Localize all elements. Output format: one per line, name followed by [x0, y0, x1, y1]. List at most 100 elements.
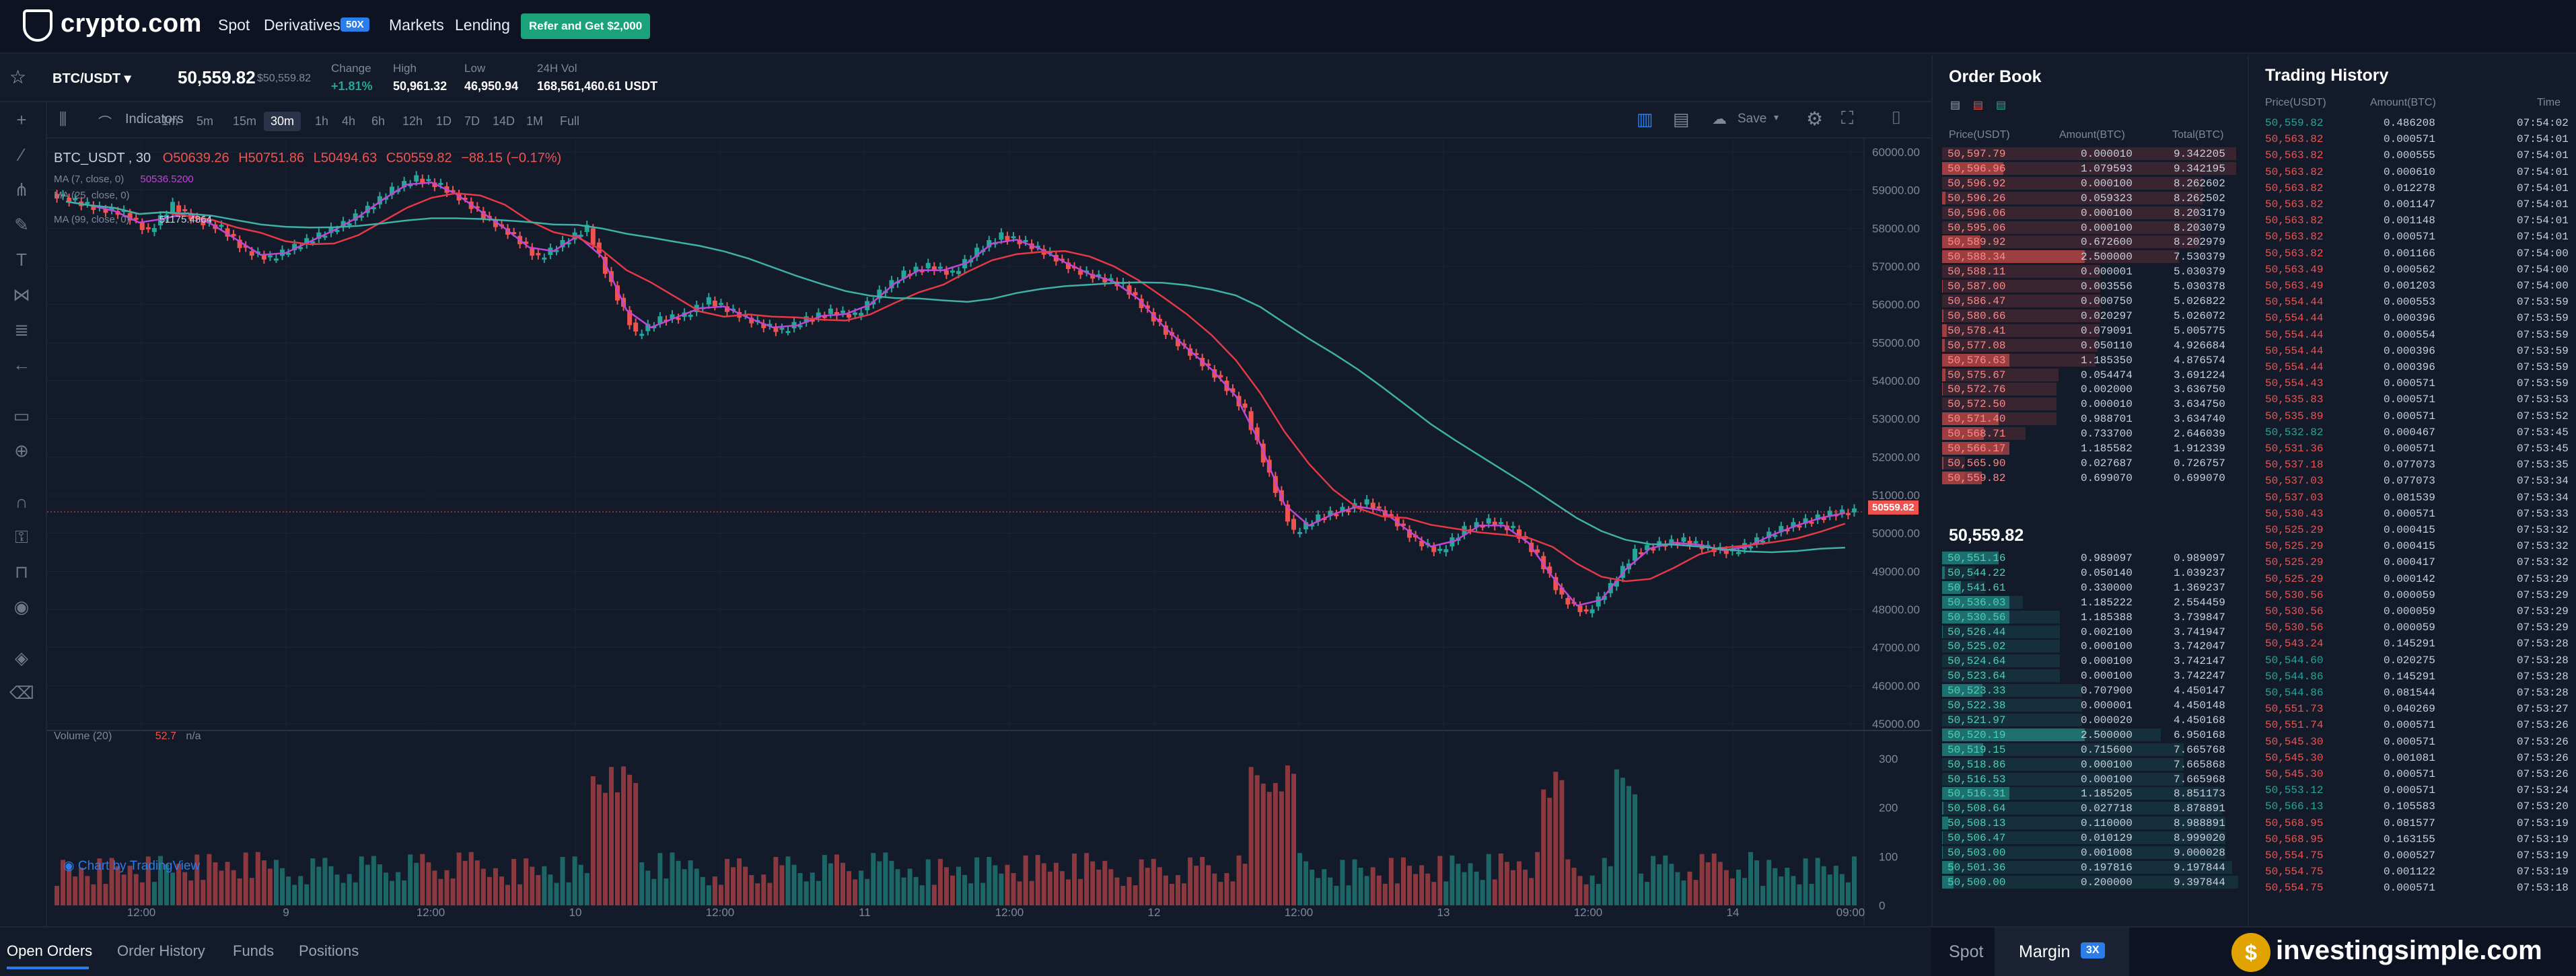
- timeframe-full[interactable]: Full: [560, 114, 580, 128]
- ask-row[interactable]: 50,596.92 0.000100 8.262602: [1933, 176, 2249, 191]
- refer-button[interactable]: Refer and Get $2,000: [521, 13, 651, 39]
- indicators-button[interactable]: Indicators: [125, 112, 184, 126]
- bid-row[interactable]: 50,523.64 0.000100 3.742247: [1933, 669, 2249, 683]
- camera-icon[interactable]: ⌷: [1891, 108, 1902, 128]
- timeframe-6h[interactable]: 6h: [371, 114, 386, 128]
- bid-row[interactable]: 50,536.03 1.185222 2.554459: [1933, 595, 2249, 610]
- ask-row[interactable]: 50,572.50 0.000010 3.634750: [1933, 397, 2249, 412]
- bid-row[interactable]: 50,506.47 0.010129 8.999020: [1933, 831, 2249, 846]
- ask-row[interactable]: 50,575.67 0.054474 3.691224: [1933, 368, 2249, 383]
- ask-row[interactable]: 50,578.41 0.079091 5.005775: [1933, 324, 2249, 338]
- ask-row[interactable]: 50,596.06 0.000100 8.203179: [1933, 206, 2249, 221]
- tab-funds[interactable]: Funds: [233, 942, 275, 959]
- timeframe-15m[interactable]: 15m: [233, 114, 257, 128]
- bid-row[interactable]: 50,518.86 0.000100 7.665868: [1933, 757, 2249, 772]
- nav-derivatives[interactable]: Derivatives: [264, 16, 341, 34]
- ask-row[interactable]: 50,586.47 0.000750 5.026822: [1933, 294, 2249, 309]
- timeframe-1m[interactable]: 1M: [526, 114, 544, 128]
- bid-row[interactable]: 50,516.53 0.000100 7.665968: [1933, 772, 2249, 787]
- bid-row[interactable]: 50,544.22 0.050140 1.039237: [1933, 566, 2249, 580]
- bid-row[interactable]: 50,503.00 0.001008 9.000028: [1933, 846, 2249, 860]
- margin-tab-bg[interactable]: [1995, 928, 2129, 976]
- brush-icon[interactable]: ✎: [14, 215, 29, 235]
- timeframe-1d[interactable]: 1D: [436, 114, 452, 128]
- magnet-icon[interactable]: ∩: [15, 492, 28, 512]
- bid-row[interactable]: 50,519.15 0.715600 7.665768: [1933, 743, 2249, 757]
- timeframe-7d[interactable]: 7D: [464, 114, 480, 128]
- timeframe-12h[interactable]: 12h: [402, 114, 423, 128]
- ask-row[interactable]: 50,597.79 0.000010 9.342205: [1933, 147, 2249, 161]
- ask-row[interactable]: 50,588.11 0.000001 5.030379: [1933, 264, 2249, 279]
- candle-type-icon[interactable]: ⫼: [59, 110, 67, 128]
- indicators-icon[interactable]: ⌒: [98, 116, 112, 130]
- ask-row[interactable]: 50,596.26 0.059323 8.262502: [1933, 191, 2249, 206]
- bid-row[interactable]: 50,501.36 0.197816 9.197844: [1933, 860, 2249, 875]
- ruler-icon[interactable]: ▭: [13, 406, 30, 426]
- timeframe-30m[interactable]: 30m: [264, 112, 301, 131]
- text-tool-icon[interactable]: T: [16, 250, 27, 270]
- timeframe-4h[interactable]: 4h: [342, 114, 356, 128]
- timeframe-1h[interactable]: 1h: [315, 114, 329, 128]
- nav-spot[interactable]: Spot: [218, 16, 250, 34]
- tab-order-history[interactable]: Order History: [117, 942, 205, 959]
- fullscreen-icon[interactable]: ⛶: [1841, 108, 1854, 128]
- ask-row[interactable]: 50,588.34 2.500000 7.530379: [1933, 250, 2249, 264]
- price-chart[interactable]: 60000.00 59000.00 58000.00 57000.00 56000.00…: [47, 139, 1931, 926]
- eye-icon[interactable]: ◉: [13, 597, 30, 617]
- cloud-save-icon[interactable]: ☁: [1712, 110, 1727, 127]
- ask-row[interactable]: 50,566.17 1.185582 1.912339: [1933, 441, 2249, 456]
- logo-text[interactable]: crypto.com: [61, 9, 202, 38]
- book-view-asks-icon[interactable]: ▤: [1973, 100, 1984, 111]
- back-arrow-icon[interactable]: ←: [13, 354, 30, 375]
- layers-icon[interactable]: ◈: [15, 648, 28, 668]
- pitchfork-icon[interactable]: ⋔: [14, 180, 29, 200]
- margin-tab[interactable]: Margin: [2019, 942, 2071, 961]
- ask-row[interactable]: 50,576.63 1.185350 4.876574: [1933, 353, 2249, 368]
- timeframe-1m[interactable]: 1m: [162, 114, 179, 128]
- bid-row[interactable]: 50,508.64 0.027718 8.878891: [1933, 801, 2249, 816]
- bid-row[interactable]: 50,516.31 1.185205 8.851173: [1933, 786, 2249, 801]
- favorite-star-icon[interactable]: ☆: [9, 67, 27, 87]
- ask-row[interactable]: 50,572.76 0.002000 3.636750: [1933, 382, 2249, 397]
- ask-row[interactable]: 50,587.00 0.003556 5.030378: [1933, 279, 2249, 294]
- symbol-label[interactable]: BTC_USDT , 30: [54, 151, 151, 165]
- bid-row[interactable]: 50,551.16 0.989097 0.989097: [1933, 551, 2249, 566]
- trend-line-icon[interactable]: ⁄: [20, 145, 24, 165]
- prediction-icon[interactable]: ≣: [14, 320, 29, 340]
- crypto-logo-icon[interactable]: [23, 9, 52, 42]
- chart-canvas[interactable]: 60000.00 59000.00 58000.00 57000.00 56000.00…: [47, 139, 1931, 926]
- nav-lending[interactable]: Lending: [455, 16, 510, 34]
- ask-row[interactable]: 50,571.40 0.988701 3.634740: [1933, 412, 2249, 426]
- lock-drawings-icon[interactable]: ⚿: [15, 527, 28, 547]
- ask-row[interactable]: 50,565.90 0.027687 0.726757: [1933, 456, 2249, 471]
- bid-row[interactable]: 50,523.33 0.707900 4.450147: [1933, 683, 2249, 698]
- ask-row[interactable]: 50,559.82 0.699070 0.699070: [1933, 471, 2249, 486]
- spot-tab[interactable]: Spot: [1949, 942, 1984, 961]
- depth-chart-icon[interactable]: ▤: [1673, 109, 1690, 129]
- chart-layout-icon[interactable]: ▥: [1637, 109, 1653, 129]
- tradingview-watermark[interactable]: ◉ Chart by TradingView: [63, 858, 200, 874]
- bid-row[interactable]: 50,522.38 0.000001 4.450148: [1933, 698, 2249, 713]
- bid-row[interactable]: 50,500.00 0.200000 9.397844: [1933, 875, 2249, 890]
- zoom-in-icon[interactable]: ⊕: [14, 441, 29, 461]
- book-view-bids-icon[interactable]: ▤: [1996, 100, 2007, 111]
- nav-markets[interactable]: Markets: [389, 16, 444, 34]
- timeframe-14d[interactable]: 14D: [493, 114, 515, 128]
- ask-row[interactable]: 50,580.66 0.020297 5.026072: [1933, 309, 2249, 324]
- save-button[interactable]: Save: [1738, 112, 1767, 126]
- ask-row[interactable]: 50,577.08 0.050110 4.926684: [1933, 338, 2249, 353]
- bid-row[interactable]: 50,524.64 0.000100 3.742147: [1933, 654, 2249, 669]
- pair-selector[interactable]: BTC/USDT ▾: [52, 70, 131, 87]
- tab-open-orders[interactable]: Open Orders: [7, 942, 93, 959]
- ask-row[interactable]: 50,568.71 0.733700 2.646039: [1933, 426, 2249, 441]
- ask-row[interactable]: 50,589.92 0.672600 8.202979: [1933, 235, 2249, 250]
- save-chevron-icon[interactable]: ▾: [1774, 112, 1779, 122]
- bid-row[interactable]: 50,508.13 0.110000 8.988891: [1933, 816, 2249, 831]
- book-view-both-icon[interactable]: ▤: [1950, 100, 1961, 111]
- bid-row[interactable]: 50,526.44 0.002100 3.741947: [1933, 625, 2249, 640]
- timeframe-5m[interactable]: 5m: [196, 114, 214, 128]
- tab-positions[interactable]: Positions: [299, 942, 359, 959]
- ask-row[interactable]: 50,596.96 1.079593 9.342195: [1933, 161, 2249, 176]
- bid-row[interactable]: 50,520.19 2.500000 6.950168: [1933, 728, 2249, 743]
- bid-row[interactable]: 50,530.56 1.185388 3.739847: [1933, 610, 2249, 625]
